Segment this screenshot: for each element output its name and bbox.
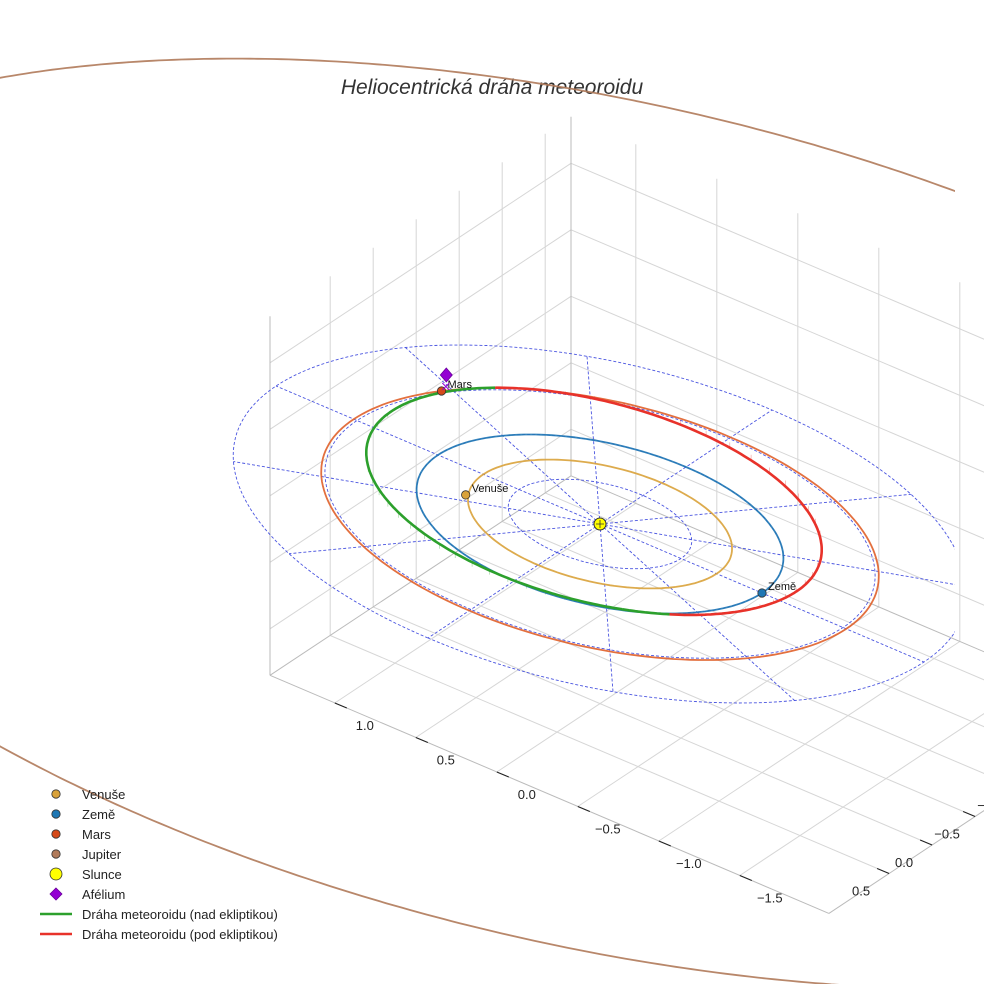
y-tick-mark	[415, 737, 428, 743]
grid-line	[570, 229, 984, 407]
meteoroid-orbit-below	[495, 386, 824, 617]
grid-line	[269, 295, 572, 497]
y-tick-mark	[334, 702, 347, 709]
axis-panes	[269, 116, 984, 914]
grid-line	[570, 428, 984, 606]
sun-cross	[596, 520, 604, 528]
axis-edge	[828, 810, 984, 914]
planet-label: Mars	[448, 379, 473, 391]
grid-line	[496, 572, 799, 773]
planet-label: Venuše	[472, 483, 509, 495]
grid-line	[658, 641, 961, 842]
meteoroid-orbit-above	[364, 386, 623, 611]
orbit-země	[415, 433, 785, 615]
planet-země	[757, 588, 767, 598]
grid-line	[577, 606, 880, 807]
legend-label: Jupiter	[82, 847, 122, 862]
y-tick-label: 0.5	[437, 753, 455, 768]
chart-title: Heliocentrická dráha meteoroidu	[341, 76, 644, 99]
orbit-venuše	[467, 458, 733, 590]
legend-label: Země	[82, 807, 115, 822]
grid-line	[373, 606, 933, 846]
x-tick-label: −1.0	[977, 798, 984, 813]
grid-line	[502, 521, 984, 728]
orbit-mars	[320, 387, 880, 661]
meteoroid-orbit-above	[622, 608, 670, 616]
grid-line	[334, 502, 637, 704]
grid-line	[570, 362, 984, 540]
aphelion-marker	[439, 367, 453, 383]
grid-line	[416, 578, 976, 817]
grid-line	[415, 537, 718, 738]
legend-label: Slunce	[82, 867, 122, 882]
x-tick-label: −0.5	[934, 827, 960, 842]
y-tick-mark	[658, 840, 671, 847]
axis-edge	[269, 475, 572, 676]
x-tick-mark	[962, 811, 976, 817]
legend-swatch	[51, 849, 61, 859]
y-tick-mark	[577, 806, 590, 812]
y-tick-mark	[496, 771, 509, 778]
legend: Venuše Země Mars Jupiter Slunce Afélium Dráha …	[40, 787, 278, 942]
grid-line	[570, 162, 984, 340]
axis-edge	[269, 674, 830, 914]
legend-swatch	[51, 789, 61, 799]
grid-line	[269, 362, 572, 563]
ecliptic-grid-radial	[586, 356, 601, 525]
ecliptic-grid-ring	[324, 389, 876, 659]
legend-label: Mars	[82, 827, 111, 842]
y-tick-label: 1.0	[356, 718, 374, 733]
legend-swatch	[51, 809, 61, 819]
y-tick-label: −0.5	[595, 822, 621, 837]
axis-ticks: −2.0−1.5−1.0−0.50.00.5−1.5−1.0−0.50.00.5…	[334, 702, 984, 906]
grid-line	[739, 713, 984, 876]
grid-line	[269, 229, 572, 430]
legend-label: Dráha meteoroidu (nad ekliptikou)	[82, 907, 278, 922]
legend-label: Dráha meteoroidu (pod ekliptikou)	[82, 927, 278, 942]
x-tick-mark	[876, 868, 890, 874]
x-tick-label: 0.5	[852, 884, 870, 899]
y-tick-label: −1.0	[676, 856, 702, 871]
x-tick-mark	[919, 839, 933, 846]
planet-label: Země	[768, 581, 796, 593]
legend-swatch	[49, 867, 63, 881]
x-tick-label: 0.0	[895, 855, 913, 870]
grid-line	[269, 428, 572, 630]
grid-line	[330, 635, 890, 874]
grid-line	[545, 492, 984, 681]
grid-line	[570, 295, 984, 473]
legend-label: Venuše	[82, 787, 125, 802]
axis-edge	[570, 475, 984, 653]
ecliptic-grid-radial	[427, 523, 601, 639]
legend-swatch	[51, 829, 61, 839]
y-tick-label: −1.5	[757, 891, 783, 906]
legend-label: Afélium	[82, 887, 125, 902]
legend-swatch	[49, 887, 63, 901]
y-tick-label: 0.0	[518, 787, 536, 802]
plot-area: Venuše Země Mars	[0, 57, 955, 984]
ecliptic-grid-radial	[599, 409, 773, 525]
ecliptic-grid-radial	[599, 523, 614, 692]
grid-line	[269, 162, 572, 364]
orbit-jupiter	[0, 57, 955, 984]
aphelion-cross	[441, 382, 450, 391]
y-tick-mark	[739, 875, 752, 881]
planet-venuše	[461, 490, 471, 500]
grid-line	[459, 549, 984, 775]
